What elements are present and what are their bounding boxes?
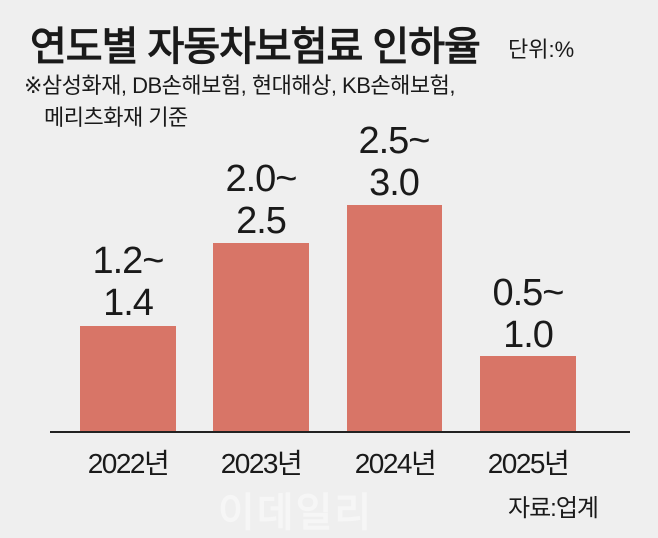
bar-2022 bbox=[80, 326, 176, 432]
bar-value-label-2025: 0.5~ 1.0 bbox=[448, 272, 608, 356]
watermark: 이데일리 bbox=[218, 491, 374, 535]
footnote-line-2: 메리츠화재 기준 bbox=[44, 105, 188, 130]
bar-2025 bbox=[480, 356, 576, 432]
x-axis-label-2024: 2024년 bbox=[354, 448, 437, 479]
source-label: 자료:업계 bbox=[508, 495, 599, 522]
chart-title: 연도별 자동차보험료 인하율 bbox=[30, 25, 481, 69]
bar-value-label-2024: 2.5~ 3.0 bbox=[314, 120, 474, 204]
range-start: 1.2~ bbox=[92, 240, 164, 282]
range-end: 2.5 bbox=[236, 200, 287, 242]
range-start: 0.5~ bbox=[492, 272, 564, 314]
x-axis-line bbox=[50, 431, 630, 433]
x-axis-label-2023: 2023년 bbox=[220, 448, 303, 479]
bar-value-label-2023: 2.0~ 2.5 bbox=[181, 158, 341, 242]
bar-2023 bbox=[213, 243, 309, 432]
range-end: 3.0 bbox=[369, 162, 420, 204]
range-end: 1.0 bbox=[503, 314, 554, 356]
footnote: ※삼성화재, DB손해보험, 현대해상, KB손해보험, 메리츠화재 기준 bbox=[24, 70, 455, 134]
x-axis-label-2022: 2022년 bbox=[87, 448, 170, 479]
footnote-line-1: ※삼성화재, DB손해보험, 현대해상, KB손해보험, bbox=[24, 73, 455, 98]
x-axis-label-2025: 2025년 bbox=[487, 448, 570, 479]
range-end: 1.4 bbox=[103, 282, 154, 324]
unit-label: 단위:% bbox=[508, 37, 575, 62]
bar-value-label-2022: 1.2~ 1.4 bbox=[48, 240, 208, 324]
range-start: 2.5~ bbox=[358, 120, 430, 162]
bar-2024 bbox=[347, 205, 442, 432]
range-start: 2.0~ bbox=[225, 158, 297, 200]
